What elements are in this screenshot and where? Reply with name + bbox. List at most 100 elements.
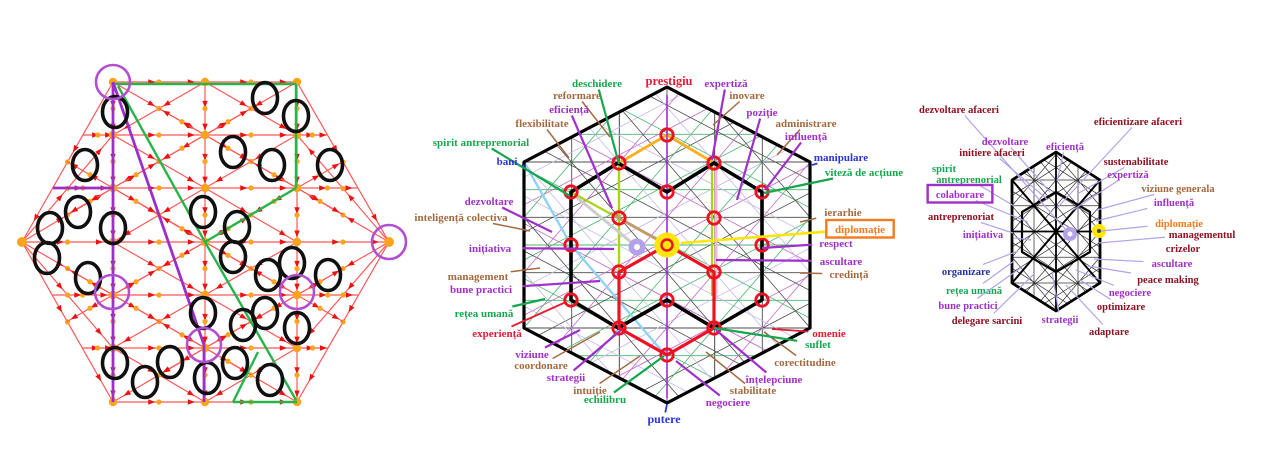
edge-arrow-icon bbox=[202, 176, 208, 184]
edge-arrow-icon bbox=[95, 327, 102, 335]
diagram-label: sustenabilitate bbox=[1104, 157, 1169, 168]
diagram-label: rețea umană bbox=[946, 286, 1003, 297]
edge-arrow-icon bbox=[348, 194, 355, 202]
edge-arrow-icon bbox=[202, 100, 208, 108]
black-ring bbox=[35, 210, 65, 246]
edge-arrow-icon bbox=[331, 163, 340, 170]
edge-arrow-icon bbox=[163, 313, 171, 320]
diagram-label: spirit antreprenorial bbox=[433, 137, 529, 149]
midpoint-dot bbox=[340, 292, 346, 298]
edge-arrow-icon bbox=[55, 194, 63, 202]
midpoint-dot bbox=[271, 279, 277, 285]
yellow-center-node bbox=[654, 232, 680, 258]
lavender-node-center bbox=[1067, 231, 1073, 237]
inner-hexagon bbox=[1020, 190, 1092, 274]
edge-arrow-icon bbox=[294, 207, 300, 215]
diagram-label: diplomație bbox=[835, 224, 885, 236]
red-ring-node bbox=[754, 237, 770, 253]
leader-line bbox=[979, 184, 1015, 207]
edge-arrow-icon bbox=[294, 313, 300, 321]
edge-arrow-icon bbox=[319, 185, 327, 191]
grid-node bbox=[200, 130, 210, 140]
diagram-label: management bbox=[448, 271, 509, 283]
midpoint-dot bbox=[317, 305, 323, 311]
black-ring bbox=[255, 362, 285, 398]
midpoint-dot bbox=[202, 318, 208, 325]
diagram-label: influență bbox=[785, 131, 828, 143]
edge-arrow-icon bbox=[240, 185, 248, 191]
highlight-circle bbox=[278, 273, 316, 311]
diagram-label: coordonare bbox=[514, 360, 568, 372]
diagram-label: ascultare bbox=[820, 256, 863, 268]
leader-line bbox=[491, 147, 571, 197]
diagram-label: rețea umană bbox=[455, 308, 514, 320]
red-hexagon bbox=[617, 243, 716, 357]
midpoint-dot bbox=[87, 172, 93, 178]
leader-line bbox=[776, 128, 801, 156]
red-ring-node bbox=[611, 155, 627, 171]
edge-arrow-icon bbox=[255, 100, 263, 107]
diagram-label: inițiativa bbox=[469, 243, 512, 255]
leader-line bbox=[799, 217, 817, 223]
diagram-label: ierarhie bbox=[824, 207, 861, 219]
edge-arrow-icon bbox=[147, 163, 156, 170]
purple-path bbox=[111, 81, 206, 346]
edge-arrow-icon bbox=[371, 213, 377, 222]
leader-line bbox=[763, 177, 834, 195]
diagram-label: organizare bbox=[942, 267, 991, 278]
diagram-label: strategii bbox=[1042, 315, 1079, 326]
black-ring bbox=[315, 147, 345, 183]
diagram-label: poziție bbox=[746, 107, 777, 119]
diagram-label: antreprenoriat bbox=[928, 212, 995, 223]
midpoint-dot bbox=[294, 372, 300, 378]
diagram-label: inițiativa bbox=[963, 230, 1004, 241]
edge-arrow-icon bbox=[187, 132, 195, 138]
edge-arrow-icon bbox=[220, 335, 228, 341]
black-ring bbox=[192, 360, 222, 396]
edge-arrow-icon bbox=[294, 283, 300, 291]
midpoint-dot bbox=[202, 212, 208, 218]
edge-arrow-icon bbox=[371, 239, 379, 245]
diagram-label: delegare sarcini bbox=[952, 316, 1023, 327]
diagram-label: inteligență colectiva bbox=[414, 212, 508, 224]
red-ring-node bbox=[706, 210, 722, 226]
red-ring-node bbox=[659, 184, 675, 200]
leader-line bbox=[1010, 147, 1051, 193]
diagram-label: managementul bbox=[1169, 230, 1236, 241]
black-ring bbox=[100, 345, 130, 381]
leader-line bbox=[572, 329, 622, 372]
yellow-node-ring bbox=[660, 238, 674, 252]
edge-arrow-icon bbox=[308, 148, 316, 156]
highlight-circle bbox=[185, 326, 223, 364]
midpoint-dot bbox=[248, 132, 254, 138]
midpoint-dot bbox=[202, 105, 208, 112]
leader-line bbox=[1014, 237, 1032, 241]
edge-arrow-icon bbox=[319, 345, 327, 351]
edge-arrow-icon bbox=[182, 249, 190, 255]
midpoint-dot bbox=[64, 292, 71, 298]
black-ring bbox=[188, 194, 218, 230]
edge-arrow-icon bbox=[186, 389, 195, 396]
red-ring-node bbox=[659, 347, 675, 363]
midpoint-dot bbox=[133, 172, 139, 178]
left-corner-node bbox=[17, 237, 27, 247]
midpoint-dot bbox=[225, 145, 231, 151]
midpoint-dot bbox=[248, 292, 254, 298]
edge-arrow-icon bbox=[147, 313, 156, 320]
inner-black-hexagon bbox=[569, 161, 764, 330]
black-ring bbox=[277, 245, 307, 281]
leader-line bbox=[1095, 207, 1148, 222]
leader-line bbox=[546, 129, 570, 159]
edge-arrow-icon bbox=[187, 239, 195, 245]
edge-arrow-icon bbox=[239, 110, 248, 117]
leader-line bbox=[761, 243, 813, 250]
midpoint-dot bbox=[87, 305, 93, 311]
diagram-label: reformare bbox=[553, 90, 601, 102]
edge-arrow-icon bbox=[186, 176, 195, 182]
midpoint-dot bbox=[325, 292, 331, 298]
edge-arrow-icon bbox=[128, 282, 136, 288]
outer-hexagon bbox=[1010, 150, 1102, 313]
leader-line bbox=[521, 164, 526, 167]
